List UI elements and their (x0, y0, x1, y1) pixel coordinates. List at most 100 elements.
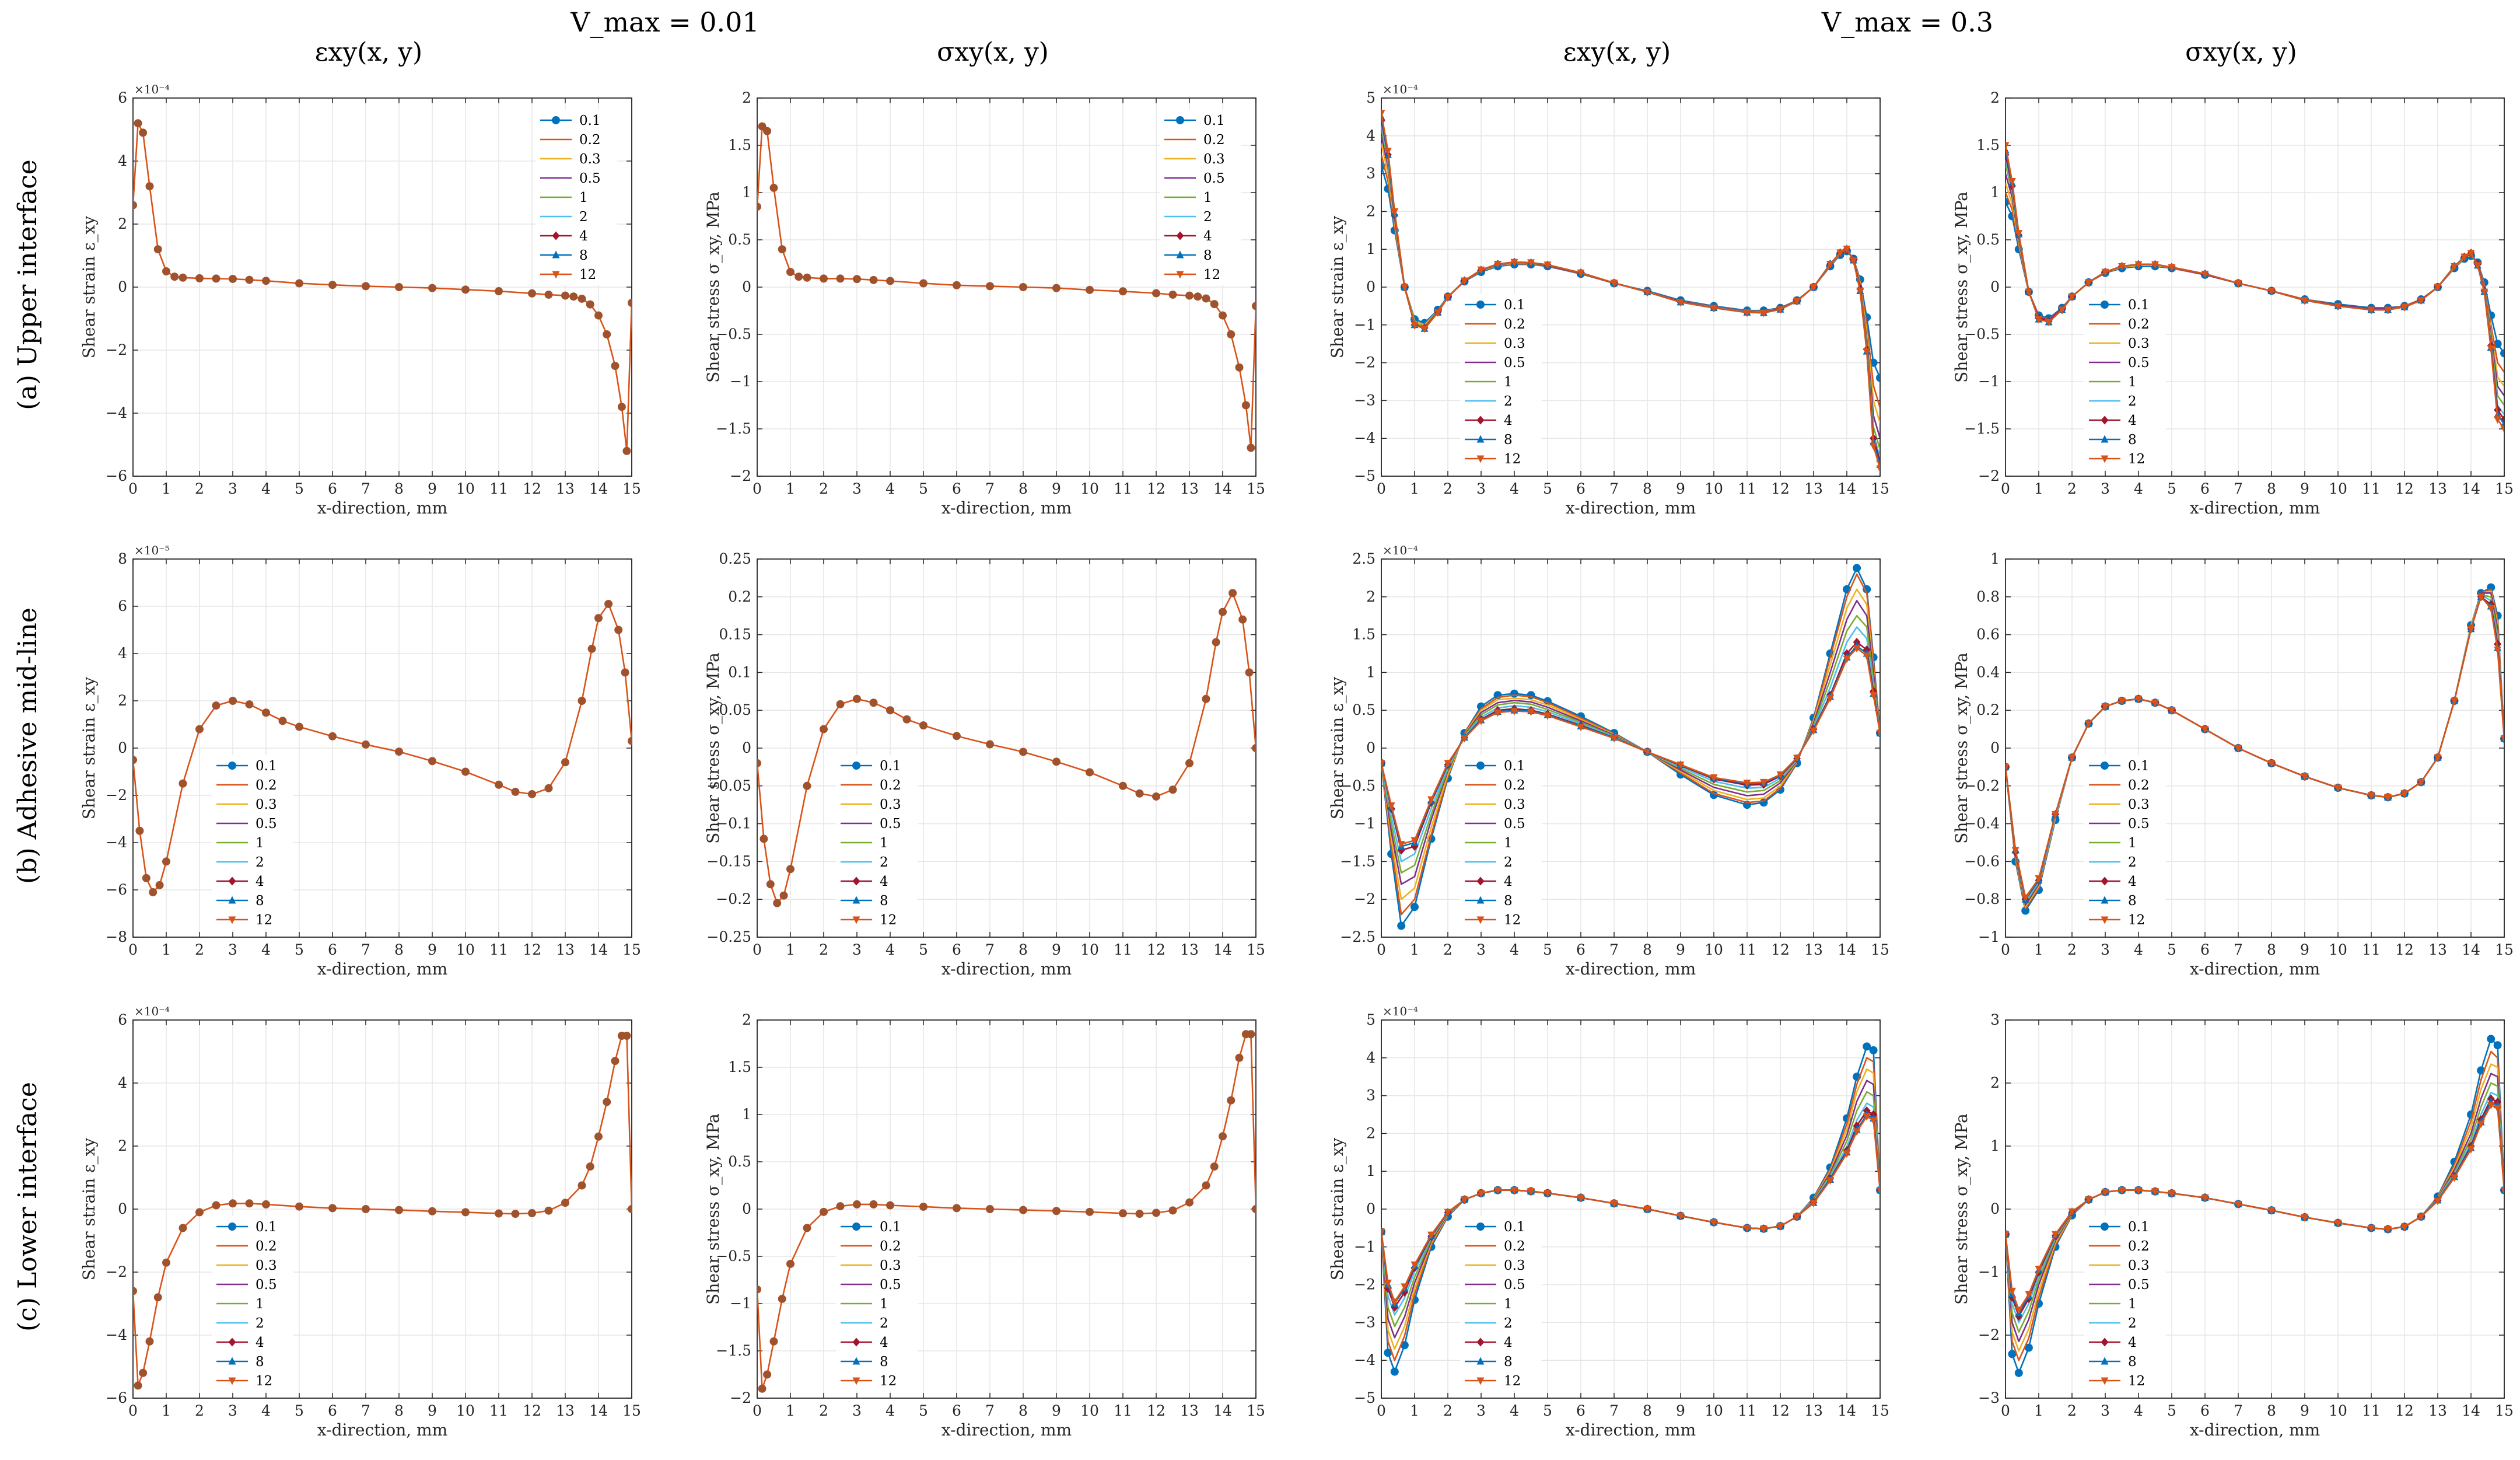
data-point (769, 183, 778, 192)
data-point (1410, 1261, 1419, 1269)
data-point (919, 279, 928, 288)
data-point (528, 289, 536, 298)
series-layer (133, 1032, 632, 1390)
legend-label: 0.3 (1504, 797, 1525, 812)
y-axis-label: Shear stress σ_xy, MPa (1952, 191, 1971, 383)
legend-marker (2101, 762, 2109, 770)
x-tick-label: 2 (2067, 480, 2077, 497)
data-point (2025, 288, 2033, 296)
x-tick-label: 13 (556, 1402, 575, 1419)
y-tick-label: −1.5 (1340, 853, 1376, 869)
data-point (2400, 1223, 2409, 1231)
data-point (1853, 1128, 1861, 1136)
x-axis-label: x-direction, mm (942, 1420, 1072, 1440)
x-tick-label: 6 (1576, 480, 1586, 497)
data-point (1152, 1208, 1160, 1217)
data-point (178, 779, 187, 788)
axes-box (132, 97, 632, 477)
data-point (1826, 1177, 1834, 1185)
x-tick-label: 7 (985, 941, 995, 958)
y-tick-label: 2 (118, 215, 127, 232)
x-tick-label: 4 (2134, 1402, 2143, 1419)
data-point (820, 1207, 828, 1216)
x-tick-label: 9 (428, 480, 437, 497)
data-point (1397, 921, 1406, 930)
data-point (1210, 300, 1219, 309)
data-point (886, 706, 894, 715)
data-point (2487, 345, 2495, 353)
x-tick-label: 9 (1676, 1402, 1685, 1419)
data-point (622, 446, 631, 455)
y-tick-label: 4 (118, 1074, 127, 1091)
data-point (1577, 1194, 1585, 1203)
y-tick-label: −6 (106, 467, 127, 484)
x-tick-label: 2 (1443, 480, 1452, 497)
y-tick-label: −2.5 (1340, 928, 1376, 945)
data-point (1643, 1206, 1651, 1214)
data-point (2480, 288, 2488, 296)
data-point (1168, 1206, 1177, 1215)
legend-label: 8 (2128, 1354, 2137, 1370)
y-tick-label: −1 (1354, 316, 1376, 333)
data-point (428, 284, 436, 292)
data-point (495, 287, 503, 296)
data-point (1119, 1209, 1127, 1218)
x-tick-label: 9 (1676, 941, 1685, 958)
x-tick-label: 7 (1609, 1402, 1619, 1419)
data-point (2334, 1220, 2342, 1228)
y-tick-label: −1 (1354, 815, 1376, 832)
x-tick-label: 7 (985, 1402, 995, 1419)
legend-label: 0.1 (1504, 298, 1525, 313)
y-tick-label: −2 (730, 1389, 751, 1406)
x-tick-label: 13 (556, 480, 575, 497)
data-point (461, 767, 470, 776)
data-point (1202, 294, 1210, 303)
legend-label: 0.5 (2128, 355, 2150, 371)
legend-label: 0.2 (1203, 132, 1225, 148)
legend-label: 0.5 (880, 816, 901, 832)
legend-marker (552, 116, 560, 124)
data-point (1527, 708, 1535, 717)
data-point (836, 700, 845, 708)
data-point (1019, 1206, 1027, 1214)
x-tick-label: 3 (228, 941, 237, 958)
y-tick-label: 0 (1366, 278, 1376, 295)
data-point (2006, 1231, 2010, 1239)
data-point (1856, 287, 1864, 295)
x-tick-label: 14 (2462, 480, 2480, 497)
x-tick-label: 7 (2234, 1402, 2243, 1419)
x-tick-label: 11 (2362, 480, 2381, 497)
legend-label: 0.3 (1203, 152, 1225, 167)
legend-marker (228, 1223, 236, 1231)
y-tick-label: 1 (742, 1106, 751, 1123)
x-tick-label: 5 (295, 480, 304, 497)
data-point (1461, 735, 1468, 743)
data-point (2006, 763, 2010, 771)
legend-label: 12 (256, 913, 272, 928)
legend-label: 1 (2128, 1297, 2137, 1312)
x-tick-label: 15 (2495, 480, 2514, 497)
x-tick-label: 15 (2495, 1402, 2514, 1419)
data-point (2500, 425, 2504, 434)
data-point (1238, 615, 1247, 624)
data-point (617, 403, 626, 411)
data-point (1168, 785, 1177, 794)
data-point (757, 1285, 761, 1294)
data-point (1052, 757, 1060, 766)
data-point (778, 1294, 786, 1303)
data-point (155, 881, 164, 889)
data-point (134, 1381, 142, 1390)
legend-marker (852, 762, 860, 770)
data-point (1760, 778, 1768, 787)
data-point (757, 759, 761, 767)
y-tick-label: −1 (1978, 928, 2000, 945)
data-point (1219, 1132, 1227, 1141)
x-tick-label: 1 (786, 480, 795, 497)
y-tick-label: 0 (1366, 1200, 1376, 1217)
x-tick-label: 13 (1180, 941, 1199, 958)
data-point (511, 1210, 520, 1218)
x-tick-label: 13 (1804, 480, 1823, 497)
data-point (1876, 1187, 1880, 1195)
x-tick-label: 8 (394, 1402, 404, 1419)
